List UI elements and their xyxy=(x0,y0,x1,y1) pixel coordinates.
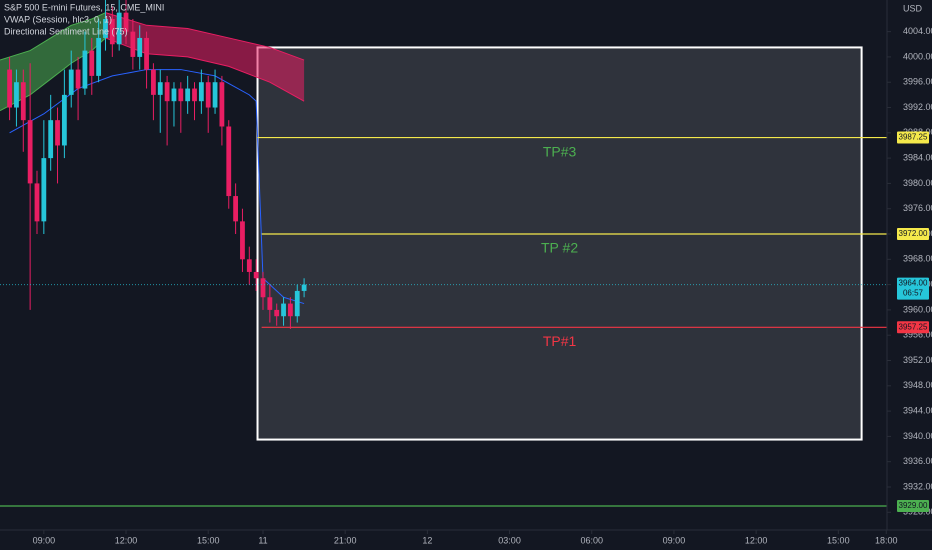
x-tick-label: 21:00 xyxy=(334,535,357,545)
candle-body xyxy=(123,12,129,32)
price-tag-label: 3957.25 xyxy=(899,322,928,331)
y-tick-label: 3940.00 xyxy=(903,431,932,441)
countdown-label: 06:57 xyxy=(903,289,924,298)
candle-body xyxy=(198,82,204,102)
candle-body xyxy=(103,18,108,38)
y-tick-label: 3952.00 xyxy=(903,355,932,365)
candle-body xyxy=(171,88,177,102)
candle-body xyxy=(246,259,252,272)
x-tick-label: 18:00 xyxy=(875,535,898,545)
price-tag xyxy=(897,499,929,512)
candle-body xyxy=(130,31,136,57)
candle-body xyxy=(219,82,225,127)
candle-body xyxy=(294,290,300,317)
y-tick-label: 3944.00 xyxy=(903,405,932,415)
y-tick-label: 3984.00 xyxy=(903,152,932,162)
x-tick-label: 11 xyxy=(258,535,267,545)
x-tick-label: 12:00 xyxy=(115,535,138,545)
y-tick-label: 3996.00 xyxy=(903,77,932,87)
candle-body xyxy=(7,69,12,108)
tp-label: TP#1 xyxy=(543,333,577,349)
candle-body xyxy=(287,303,293,317)
candle-body xyxy=(281,303,286,317)
y-tick-label: 3948.00 xyxy=(903,380,932,390)
x-tick-label: 06:00 xyxy=(580,535,603,545)
candle-body xyxy=(212,82,218,108)
price-tag xyxy=(897,321,929,334)
currency-label: USD xyxy=(903,3,923,13)
candle-body xyxy=(226,126,232,197)
y-tick-label: 4004.00 xyxy=(903,26,932,36)
chart-title: S&P 500 E-mini Futures, 15, CME_MINI xyxy=(4,2,164,12)
price-tag xyxy=(897,228,929,241)
candle-body xyxy=(75,69,81,89)
candle-body xyxy=(82,50,88,89)
candle-body xyxy=(240,221,245,260)
last-price-label: 3964.00 xyxy=(899,279,928,288)
x-tick-label: 09:00 xyxy=(33,535,56,545)
candle-body xyxy=(68,69,74,95)
y-tick-label: 4000.00 xyxy=(903,51,932,61)
candle-body xyxy=(27,120,33,184)
price-tag-label: 3987.25 xyxy=(899,133,928,142)
candle-body xyxy=(205,82,211,108)
candle-body xyxy=(89,50,95,76)
candle-body xyxy=(144,37,149,70)
candle-body xyxy=(267,297,273,310)
sentiment-band xyxy=(0,12,106,111)
candle-body xyxy=(48,120,54,159)
price-tag-label: 3972.00 xyxy=(899,229,928,238)
candle-body xyxy=(137,37,143,57)
candle-body xyxy=(192,88,197,102)
y-tick-label: 3956.00 xyxy=(903,330,932,340)
indicator-label: Directional Sentiment Line (75) xyxy=(4,26,128,36)
x-tick-label: 12 xyxy=(422,535,432,545)
y-tick-label: 3932.00 xyxy=(903,481,932,491)
y-tick-label: 3992.00 xyxy=(903,102,932,112)
candle-body xyxy=(301,284,307,291)
indicator-label: VWAP (Session, hlc3, 0, 1) xyxy=(4,14,112,24)
last-price-tag xyxy=(897,277,929,300)
candle-body xyxy=(185,88,191,102)
tp-label: TP #2 xyxy=(541,240,578,256)
candle-body xyxy=(96,37,102,76)
target-box xyxy=(256,46,863,441)
candle-body xyxy=(151,69,156,95)
candle-body xyxy=(55,120,60,146)
tp-label: TP#3 xyxy=(543,143,577,159)
candle-body xyxy=(34,183,40,222)
candle-body xyxy=(260,278,266,298)
x-tick-label: 12:00 xyxy=(745,535,768,545)
candle-body xyxy=(164,82,170,102)
x-tick-label: 03:00 xyxy=(498,535,521,545)
x-tick-label: 15:00 xyxy=(827,535,850,545)
y-tick-label: 3968.00 xyxy=(903,254,932,264)
y-tick-label: 3960.00 xyxy=(903,304,932,314)
x-tick-label: 09:00 xyxy=(663,535,686,545)
candle-body xyxy=(109,18,115,45)
candle-body xyxy=(178,88,184,102)
y-tick-label: 3976.00 xyxy=(903,203,932,213)
candle-body xyxy=(233,196,239,222)
candle-body xyxy=(274,309,280,317)
candle-body xyxy=(253,271,259,279)
price-tag xyxy=(897,131,929,144)
x-tick-label: 15:00 xyxy=(197,535,220,545)
y-tick-label: 3936.00 xyxy=(903,456,932,466)
candle-body xyxy=(116,12,122,45)
price-tag-label: 3929.00 xyxy=(899,501,928,510)
y-tick-label: 3980.00 xyxy=(903,178,932,188)
candle-body xyxy=(61,94,67,146)
candle-body xyxy=(41,158,47,222)
candle-body xyxy=(20,82,26,121)
candle-body xyxy=(157,82,163,95)
sentiment-band xyxy=(105,12,305,102)
band-edge xyxy=(105,12,305,61)
candle-body xyxy=(14,82,19,108)
plot-area: TP#3 TP #2 TP#1 xyxy=(0,0,887,507)
band-edge xyxy=(0,12,106,61)
